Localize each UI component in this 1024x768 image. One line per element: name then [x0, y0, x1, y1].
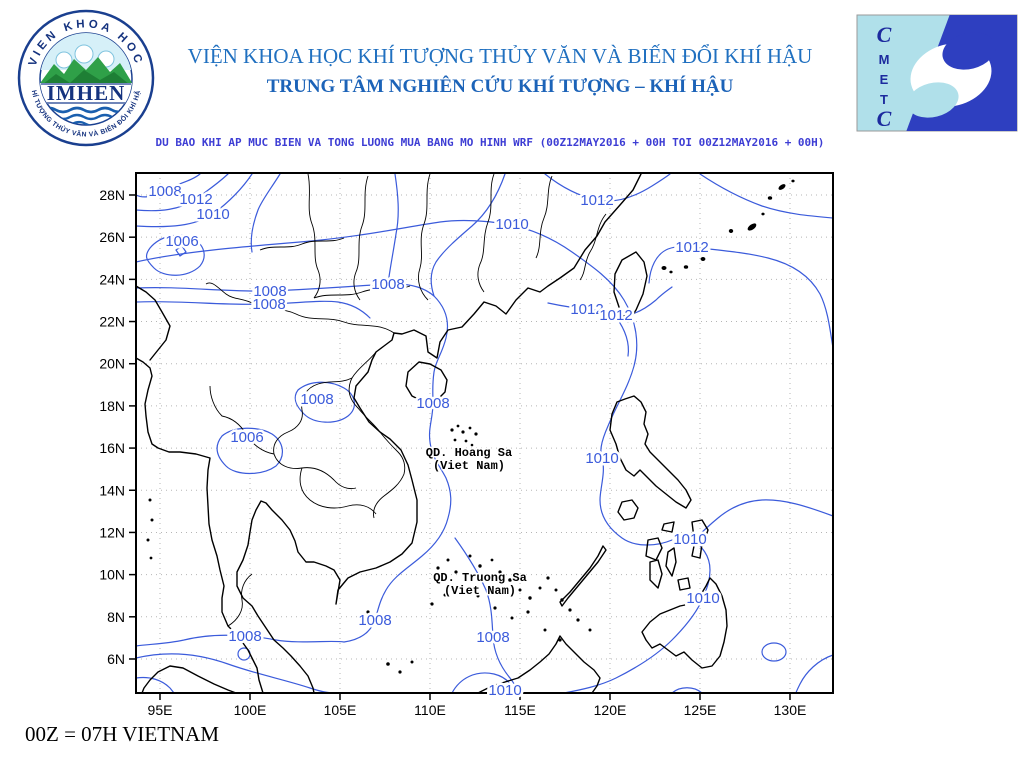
cmetc-letter-m: M: [879, 52, 890, 67]
y-tick-label: 8N: [107, 609, 125, 625]
y-tick-label: 24N: [99, 271, 125, 287]
x-tick-label: 95E: [148, 702, 173, 718]
island-annotation: QD. Truong Sa: [433, 571, 527, 585]
map-annotations: QD. Hoang Sa(Viet Nam)QD. Truong Sa(Viet…: [424, 445, 528, 600]
isobar-value-label: 1010: [488, 682, 521, 699]
x-tick-label: 115E: [504, 702, 536, 718]
axis-ticks: 95E 100E 105E 110E 115E 120E 125E 130E 28N 26N 24N…: [99, 187, 806, 718]
cmetc-logo: C M E T C: [856, 14, 1018, 132]
x-tick-label: 100E: [234, 702, 267, 718]
isobar-value-label: 1010: [673, 531, 706, 548]
grid-lines: [136, 173, 833, 693]
imhen-wordmark: IMHEN: [47, 81, 126, 105]
small-islands: [146, 179, 795, 674]
isobar-value-label: 1008: [253, 283, 286, 300]
map-frame: [135, 172, 834, 694]
imhen-logo-svg: IMHEN VIEN KHOA HOC KHÍ TƯỢNG THỦY VĂN V…: [13, 1, 155, 147]
cmetc-letter-e: E: [880, 72, 889, 87]
y-tick-label: 16N: [99, 440, 125, 456]
isobar-value-label: 1010: [495, 216, 528, 233]
timezone-note: 00Z = 07H VIETNAM: [25, 722, 220, 746]
y-tick-label: 20N: [99, 356, 125, 372]
x-tick-label: 120E: [594, 702, 627, 718]
island-annotation: (Viet Nam): [444, 584, 516, 598]
isobar-value-label: 1008: [228, 628, 261, 645]
institute-title: VIỆN KHOA HỌC KHÍ TƯỢNG THỦY VĂN VÀ BIẾN…: [187, 44, 813, 68]
y-tick-label: 22N: [99, 314, 125, 330]
isobar-value-label: 1008: [148, 183, 181, 200]
isobar-value-label: 1006: [230, 429, 263, 446]
isobar-value-label: 1006: [165, 233, 198, 250]
cmetc-logo-svg: C M E T C: [856, 14, 1018, 132]
cmetc-letter-c2: C: [877, 106, 892, 131]
y-tick-label: 10N: [99, 567, 125, 583]
logo-name-band: [40, 83, 132, 104]
y-tick-label: 12N: [99, 524, 125, 540]
cmetc-letter-c1: C: [877, 22, 892, 47]
imhen-logo: IMHEN VIEN KHOA HOC KHÍ TƯỢNG THỦY VĂN V…: [13, 1, 156, 150]
x-tick-label: 130E: [774, 702, 807, 718]
isobar-value-label: 1012: [675, 239, 708, 256]
isobar-value-label: 1012: [570, 301, 603, 318]
isobar-value-label: 1008: [416, 395, 449, 412]
contour-labels: 1008101210101006100810081008101210101012…: [146, 181, 722, 702]
x-tick-label: 110E: [414, 702, 446, 718]
isobar-value-label: 1012: [599, 307, 632, 324]
isobar-value-label: 1012: [580, 192, 613, 209]
isobar-contours: [135, 173, 834, 694]
island-annotation: QD. Hoang Sa: [426, 446, 512, 460]
isobar-value-label: 1008: [252, 296, 285, 313]
country-borders: [205, 173, 607, 627]
isobar-value-label: 1010: [196, 206, 229, 223]
isobar-value-label: 1010: [585, 450, 618, 467]
coastlines: [135, 173, 728, 694]
island-annotation: (Viet Nam): [433, 459, 505, 473]
isobar-value-label: 1008: [371, 276, 404, 293]
y-tick-label: 6N: [107, 651, 125, 667]
cmetc-letter-t: T: [880, 92, 888, 107]
isobar-value-label: 1010: [686, 590, 719, 607]
x-tick-label: 125E: [684, 702, 717, 718]
isobar-value-label: 1012: [179, 191, 212, 208]
forecast-subtitle: DU BAO KHI AP MUC BIEN VA TONG LUONG MUA…: [155, 136, 825, 149]
isobar-value-label: 1008: [358, 612, 391, 629]
isobar-value-label: 1008: [476, 629, 509, 646]
center-title: TRUNG TÂM NGHIÊN CỨU KHÍ TƯỢNG – KHÍ HẬU: [266, 76, 734, 97]
y-tick-label: 28N: [99, 187, 125, 203]
isobar-value-label: 1008: [300, 391, 333, 408]
y-tick-label: 18N: [99, 398, 125, 414]
x-tick-label: 105E: [324, 702, 357, 718]
y-tick-label: 26N: [99, 229, 125, 245]
y-tick-label: 14N: [99, 482, 125, 498]
header-titles: VIỆN KHOA HỌC KHÍ TƯỢNG THỦY VĂN VÀ BIẾN…: [160, 44, 840, 98]
